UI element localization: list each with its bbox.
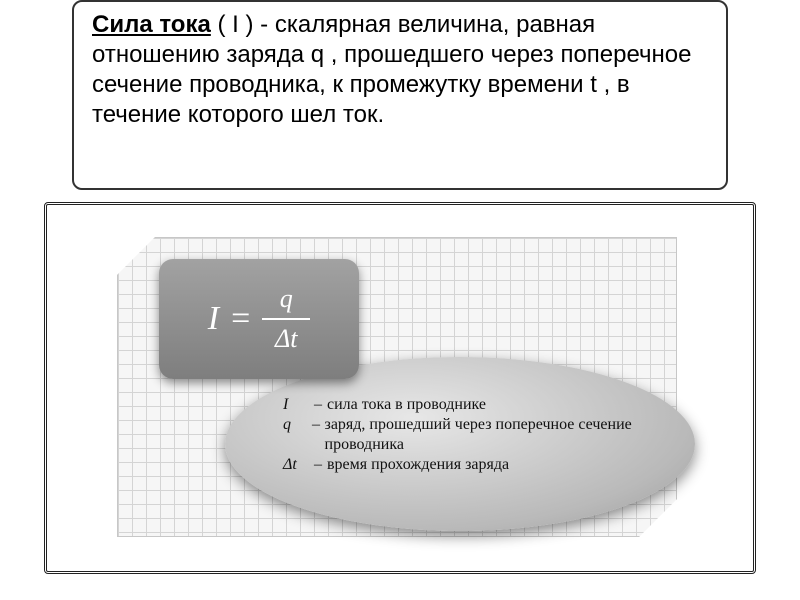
formula-fraction: q Δt	[262, 284, 310, 354]
legend-symbol: q	[283, 415, 308, 455]
formula-denominator: Δt	[275, 324, 297, 354]
legend-text: время прохождения заряда	[327, 455, 509, 475]
fraction-bar	[262, 318, 310, 320]
definition-body: отношению заряда q , прошедшего через по…	[92, 41, 691, 128]
definition-symbol: ( I )	[217, 11, 253, 38]
legend-row: Δt – время прохождения заряда	[283, 455, 693, 475]
formula: I = q Δt	[208, 284, 311, 354]
formula-card: I = q Δt	[159, 259, 359, 379]
legend-symbol: Δt	[283, 455, 309, 475]
formula-eq: =	[231, 300, 250, 338]
legend-symbol: I	[283, 395, 309, 415]
legend-row: I – сила тока в проводнике	[283, 395, 693, 415]
definition-box: Сила тока ( I ) - скалярная величина, ра…	[72, 0, 728, 190]
legend-text: заряд, прошедший через поперечное сечени…	[325, 415, 694, 455]
definition-tail: - скалярная величина, равная	[260, 11, 595, 38]
diagram-frame: I = q Δt I – сила тока в проводнике q – …	[44, 202, 756, 574]
diagram-inner: I = q Δt I – сила тока в проводнике q – …	[57, 215, 743, 561]
legend-dash: –	[308, 415, 325, 455]
legend-dash: –	[309, 395, 327, 415]
definition-title: Сила тока	[92, 11, 211, 38]
legend-text: сила тока в проводнике	[327, 395, 486, 415]
legend-dash: –	[309, 455, 327, 475]
formula-numerator: q	[280, 284, 293, 314]
legend-row: q – заряд, прошедший через поперечное се…	[283, 415, 693, 455]
formula-lhs: I	[208, 300, 219, 338]
legend: I – сила тока в проводнике q – заряд, пр…	[283, 395, 693, 475]
